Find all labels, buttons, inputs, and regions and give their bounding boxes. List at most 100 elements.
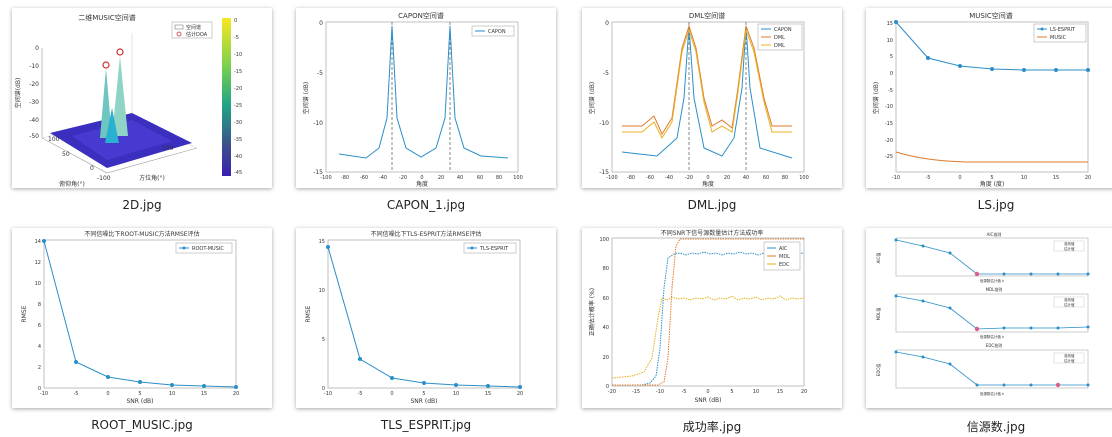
- svg-text:-10: -10: [234, 52, 242, 58]
- plot-title: CAPON空间谱: [398, 11, 444, 20]
- svg-text:EDC: EDC: [779, 262, 790, 268]
- svg-text:15: 15: [319, 239, 325, 245]
- svg-text:空间谱 (dB): 空间谱 (dB): [872, 82, 880, 115]
- svg-text:80: 80: [603, 266, 609, 272]
- filename-label[interactable]: LS.jpg: [977, 198, 1015, 212]
- svg-text:-10: -10: [29, 63, 39, 70]
- svg-text:-10: -10: [40, 391, 48, 397]
- capon-line: [338, 25, 509, 159]
- thumbnail-source-count[interactable]: AIC准则 AIC值 信源数估计值 k 准则值 估计值 MDL准则 MDL值 信…: [866, 228, 1112, 408]
- svg-text:100: 100: [48, 136, 60, 143]
- svg-text:-50: -50: [29, 133, 39, 140]
- svg-text:15: 15: [777, 389, 783, 395]
- thumbnail-success-rate[interactable]: 不同SNR下信号源数量估计方法成功率 100 80 60 40 20 0 -20…: [582, 228, 842, 408]
- svg-text:-35: -35: [234, 137, 242, 143]
- svg-text:DML空间谱: DML空间谱: [689, 11, 725, 20]
- svg-text:40: 40: [603, 325, 609, 331]
- svg-text:20: 20: [801, 389, 807, 395]
- thumbnail-ls[interactable]: MUSIC空间谱 15 10 5 0 -5 -10 -15 -20 -25 -1…: [866, 8, 1112, 188]
- svg-text:-40: -40: [29, 117, 39, 124]
- svg-text:0: 0: [890, 71, 893, 77]
- svg-text:0: 0: [319, 20, 323, 27]
- svg-text:-10: -10: [313, 120, 323, 127]
- svg-text:80: 80: [496, 175, 502, 181]
- svg-text:0: 0: [390, 391, 393, 397]
- svg-text:20: 20: [603, 355, 609, 361]
- svg-text:角度: 角度: [702, 180, 714, 188]
- svg-text:15: 15: [201, 391, 207, 397]
- svg-text:0: 0: [35, 45, 39, 52]
- svg-text:信源数估计值 k: 信源数估计值 k: [980, 334, 1005, 339]
- svg-text:5: 5: [730, 389, 733, 395]
- svg-text:-40: -40: [665, 175, 673, 181]
- filename-label[interactable]: CAPON_1.jpg: [386, 198, 466, 212]
- svg-text:-10: -10: [324, 391, 332, 397]
- svg-text:40: 40: [743, 175, 749, 181]
- svg-text:0: 0: [420, 175, 423, 181]
- filename-label[interactable]: 2D.jpg: [122, 198, 162, 212]
- dml-spectrum-plot: DML空间谱 0 -5 -10 -15 -100 -80 -60 -40 -20…: [588, 11, 809, 188]
- surface-plot-2d: 二维MUSIC空间谱 0 -10 -20 -30 -40 -50 空间谱(dB)…: [14, 13, 242, 188]
- svg-text:-20: -20: [234, 86, 242, 92]
- svg-text:-15: -15: [234, 69, 242, 75]
- svg-text:2: 2: [38, 365, 41, 371]
- svg-text:SNR (dB): SNR (dB): [695, 397, 722, 404]
- doa-marker-2: [116, 48, 124, 56]
- svg-text:10: 10: [1021, 175, 1027, 181]
- svg-text:10: 10: [319, 288, 325, 294]
- svg-text:0: 0: [322, 386, 325, 392]
- svg-text:-45: -45: [234, 170, 242, 176]
- svg-text:MDL准则: MDL准则: [986, 286, 1003, 292]
- y-axis-label: 空间谱 (dB): [302, 82, 310, 115]
- svg-text:-5: -5: [603, 70, 609, 77]
- dml-line-2: [622, 28, 792, 140]
- svg-text:-20: -20: [608, 389, 616, 395]
- svg-text:100: 100: [599, 237, 609, 243]
- svg-text:EDC准则: EDC准则: [986, 342, 1002, 348]
- svg-text:RMSE: RMSE: [21, 305, 28, 322]
- svg-text:MUSIC: MUSIC: [1050, 35, 1067, 41]
- filename-label[interactable]: TLS_ESPRIT.jpg: [380, 418, 472, 432]
- peak-1: [100, 68, 112, 138]
- filename-label[interactable]: ROOT_MUSIC.jpg: [91, 418, 193, 432]
- thumbnail-tls-esprit[interactable]: 不同信噪比下TLS-ESPRIT方法RMSE评估 15 10 5 0 -10 -…: [296, 228, 556, 408]
- svg-text:-100: -100: [320, 175, 331, 181]
- thumbnail-2d[interactable]: 二维MUSIC空间谱 0 -10 -20 -30 -40 -50 空间谱(dB)…: [12, 8, 272, 188]
- ls-esprit-markers: [894, 20, 1090, 72]
- svg-text:0: 0: [106, 391, 109, 397]
- legend: [471, 25, 515, 37]
- svg-text:0: 0: [706, 389, 709, 395]
- svg-text:MUSIC空间谱: MUSIC空间谱: [969, 11, 1013, 20]
- filename-label[interactable]: 成功率.jpg: [682, 420, 742, 434]
- svg-text:正确估计概率 (%): 正确估计概率 (%): [588, 288, 596, 336]
- svg-text:不同SNR下信号源数量估计方法成功率: 不同SNR下信号源数量估计方法成功率: [661, 229, 763, 237]
- svg-text:-60: -60: [646, 175, 654, 181]
- svg-text:0: 0: [958, 175, 961, 181]
- svg-text:TLS-ESPRIT: TLS-ESPRIT: [479, 246, 509, 252]
- peak-2: [112, 56, 128, 136]
- svg-text:0: 0: [606, 384, 609, 390]
- root-music-plot: 不同信噪比下ROOT-MUSIC方法RMSE评估 14 12 10 8 6 4 …: [21, 230, 239, 405]
- svg-text:-100: -100: [606, 175, 617, 181]
- doa-marker-1: [102, 61, 110, 69]
- svg-text:0: 0: [706, 175, 709, 181]
- tls-esprit-plot: 不同信噪比下TLS-ESPRIT方法RMSE评估 15 10 5 0 -10 -…: [305, 230, 523, 405]
- svg-text:-15: -15: [632, 389, 640, 395]
- thumbnail-dml[interactable]: DML空间谱 0 -5 -10 -15 -100 -80 -60 -40 -20…: [582, 8, 842, 188]
- svg-text:10: 10: [753, 389, 759, 395]
- thumbnail-capon[interactable]: CAPON空间谱 0 -5 -10 -15 -100 -80 -60 -40 -…: [296, 8, 556, 188]
- svg-text:信源数估计值 k: 信源数估计值 k: [980, 278, 1005, 283]
- svg-text:SNR (dB): SNR (dB): [411, 398, 438, 405]
- svg-text:估计值: 估计值: [1064, 302, 1075, 307]
- filename-label[interactable]: DML.jpg: [687, 198, 737, 212]
- estimate-marker: [974, 326, 980, 332]
- svg-text:空间谱: 空间谱: [186, 24, 201, 31]
- y-axis-label: 俯仰角(°): [59, 180, 85, 188]
- svg-text:ROOT-MUSIC: ROOT-MUSIC: [192, 246, 224, 252]
- svg-text:5: 5: [422, 391, 425, 397]
- svg-text:-40: -40: [234, 154, 242, 160]
- thumbnail-root-music[interactable]: 不同信噪比下ROOT-MUSIC方法RMSE评估 14 12 10 8 6 4 …: [12, 228, 272, 408]
- svg-text:-15: -15: [885, 121, 893, 127]
- filename-label[interactable]: 信源数.jpg: [966, 420, 1026, 434]
- colorbar: [222, 18, 231, 176]
